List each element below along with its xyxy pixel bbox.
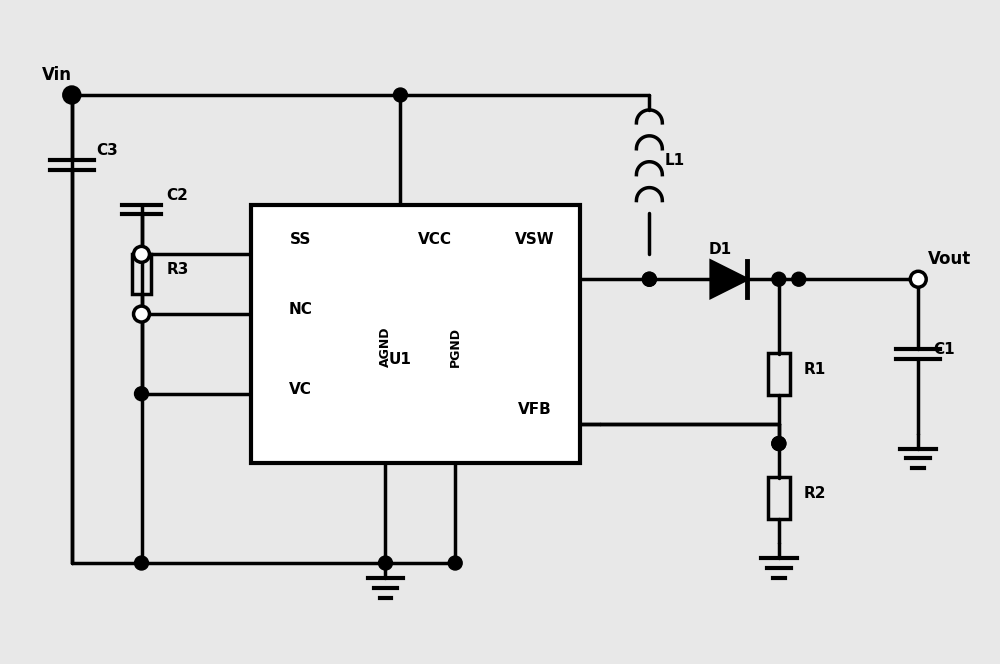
Text: L1: L1 xyxy=(664,153,684,168)
Text: R2: R2 xyxy=(804,486,826,501)
Text: VC: VC xyxy=(289,382,312,397)
Text: VCC: VCC xyxy=(418,232,452,248)
Circle shape xyxy=(792,272,806,286)
Text: C2: C2 xyxy=(166,187,188,203)
Circle shape xyxy=(772,272,786,286)
Bar xyxy=(132,254,151,294)
Text: Vout: Vout xyxy=(928,250,971,268)
Circle shape xyxy=(379,556,392,570)
Circle shape xyxy=(642,272,656,286)
Text: NC: NC xyxy=(289,302,313,317)
Text: SS: SS xyxy=(290,232,312,248)
Circle shape xyxy=(135,386,148,400)
Circle shape xyxy=(393,88,407,102)
Text: C3: C3 xyxy=(97,143,118,158)
Circle shape xyxy=(134,246,149,262)
Text: Vin: Vin xyxy=(42,66,72,84)
Text: U1: U1 xyxy=(389,352,412,367)
Text: R1: R1 xyxy=(804,362,826,377)
Text: VSW: VSW xyxy=(515,232,555,248)
Circle shape xyxy=(642,272,656,286)
Circle shape xyxy=(772,436,786,450)
Bar xyxy=(251,205,580,463)
Circle shape xyxy=(134,306,149,322)
Text: AGND: AGND xyxy=(379,327,392,367)
Circle shape xyxy=(910,272,926,288)
Bar xyxy=(768,353,790,394)
Circle shape xyxy=(65,88,79,102)
Text: C1: C1 xyxy=(933,342,955,357)
Circle shape xyxy=(772,436,786,450)
Circle shape xyxy=(135,556,148,570)
Bar xyxy=(768,477,790,519)
Text: VFB: VFB xyxy=(518,402,552,416)
Text: R3: R3 xyxy=(166,262,189,278)
Text: PGND: PGND xyxy=(449,327,462,367)
Circle shape xyxy=(448,556,462,570)
Polygon shape xyxy=(711,262,747,297)
Circle shape xyxy=(64,87,80,103)
Text: D1: D1 xyxy=(709,242,732,258)
